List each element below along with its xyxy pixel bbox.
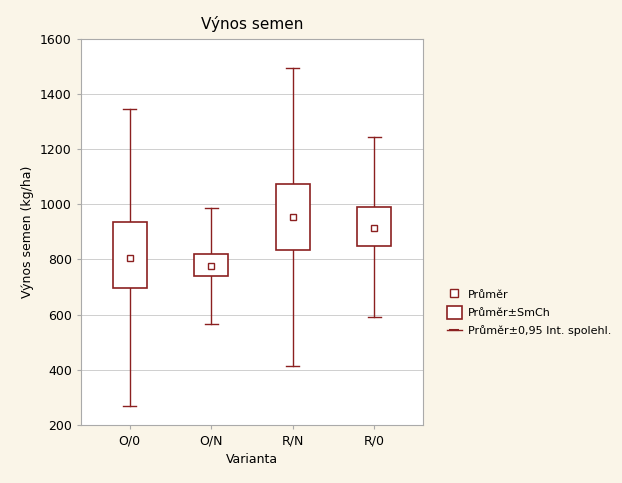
Bar bbox=[276, 184, 310, 250]
Legend: Průměr, Průměr±SmCh, Průměr±0,95 Int. spolehl.: Průměr, Průměr±SmCh, Průměr±0,95 Int. sp… bbox=[442, 284, 616, 341]
Bar bbox=[357, 207, 391, 246]
X-axis label: Varianta: Varianta bbox=[226, 453, 278, 466]
Bar bbox=[113, 222, 147, 288]
Y-axis label: Výnos semen (kg/ha): Výnos semen (kg/ha) bbox=[21, 166, 34, 298]
Bar bbox=[194, 254, 228, 276]
Title: Výnos semen: Výnos semen bbox=[201, 16, 303, 32]
